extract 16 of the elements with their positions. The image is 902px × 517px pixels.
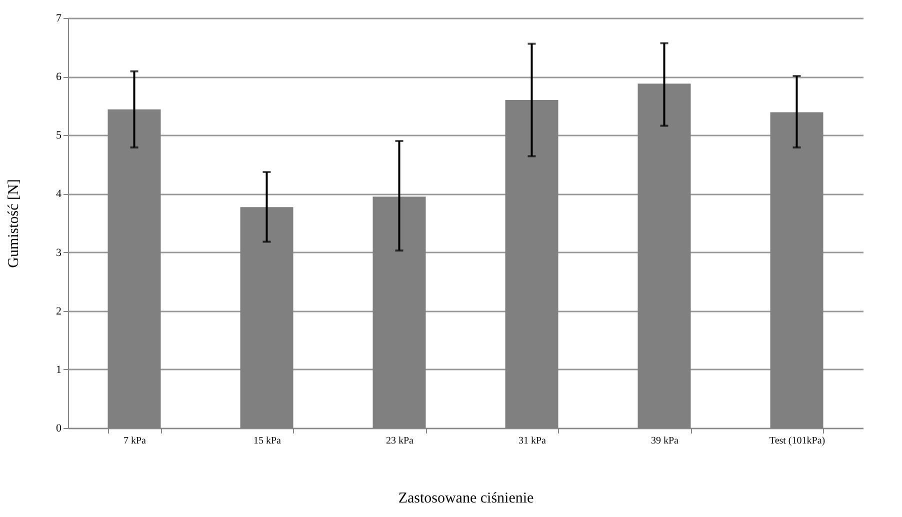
x-tick-label: 39 kPa (651, 436, 680, 446)
y-tick-label: 6 (56, 71, 62, 84)
x-tick-label: Test (101kPa) (769, 436, 826, 446)
y-tick-label: 1 (56, 364, 62, 376)
y-tick-label: 0 (56, 422, 62, 434)
y-tick-label: 2 (56, 305, 62, 318)
y-tick-label: 4 (56, 188, 62, 200)
y-tick-label: 7 (56, 12, 62, 24)
x-axis-title: Zastosowane ciśnienie (398, 490, 534, 506)
x-tick-label: 15 kPa (254, 436, 282, 446)
x-tick-label: 23 kPa (386, 436, 414, 446)
y-tick-label: 5 (56, 130, 62, 142)
x-tick-label: 7 kPa (124, 436, 147, 446)
y-axis-title: Gumistość [N] (6, 179, 22, 268)
x-tick-label: 31 kPa (518, 436, 547, 446)
y-tick-label: 3 (56, 246, 62, 259)
